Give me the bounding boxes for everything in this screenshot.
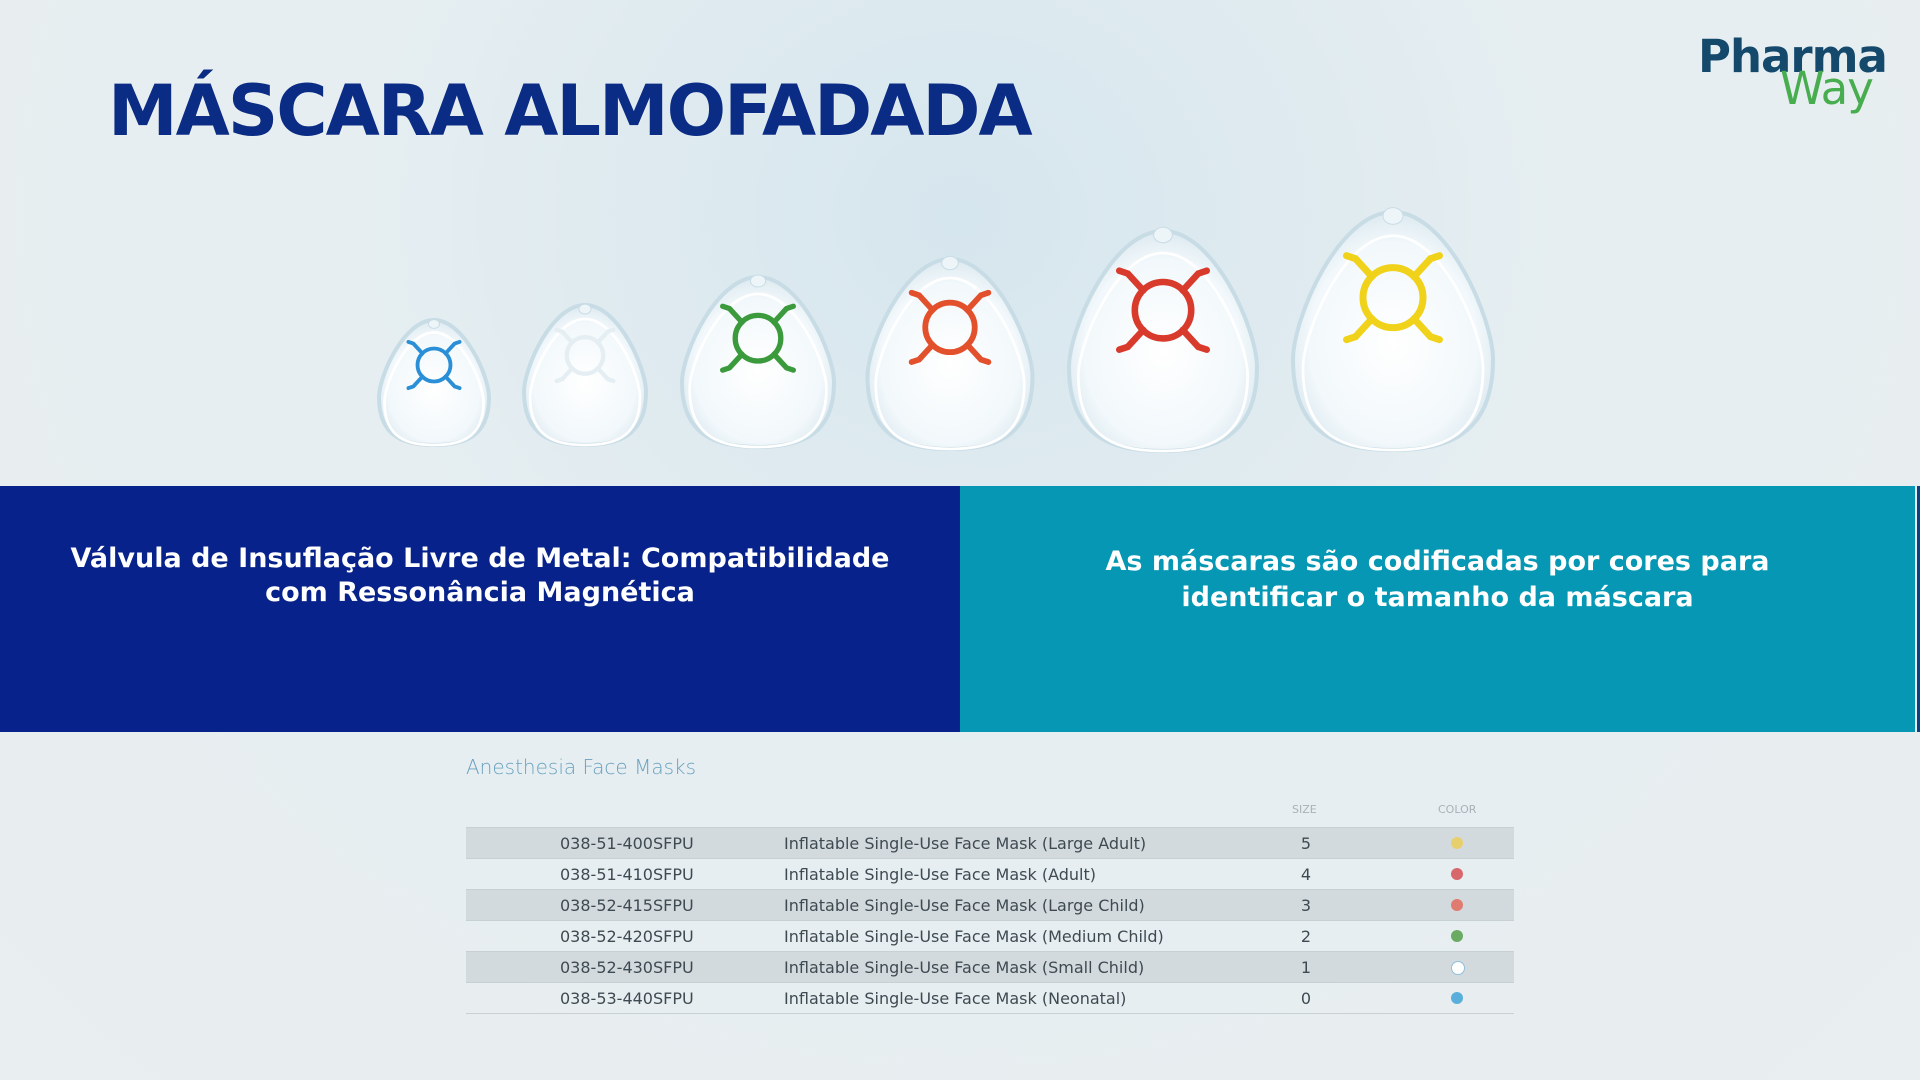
header-size: SIZE: [1292, 803, 1317, 816]
row-code: 038-52-415SFPU: [560, 896, 694, 915]
logo-line2: Way: [1780, 62, 1874, 115]
table-row: 038-52-415SFPU Inflatable Single-Use Face…: [466, 889, 1514, 920]
mask-size-0: [376, 317, 492, 448]
logo-line1: Pharma: [1698, 30, 1888, 83]
mask-size-4: [1066, 226, 1260, 454]
feature-text-color-coding: As máscaras são codificadas por cores pa…: [1105, 546, 1770, 613]
row-description: Inflatable Single-Use Face Mask (Large C…: [784, 896, 1145, 915]
row-description: Inflatable Single-Use Face Mask (Neonata…: [784, 989, 1127, 1008]
mask-size-1: [521, 302, 649, 448]
feature-panel-color-coding: As máscaras são codificadas por cores pa…: [960, 486, 1920, 732]
row-size: 3: [1300, 896, 1312, 915]
mask-size-5: [1290, 207, 1496, 453]
header-color: COLOR: [1438, 803, 1477, 816]
color-dot: [1451, 868, 1463, 880]
color-dot: [1451, 837, 1463, 849]
table-row: 038-51-400SFPU Inflatable Single-Use Face…: [466, 827, 1514, 858]
row-size: 5: [1300, 834, 1312, 853]
table-title: Anesthesia Face Masks: [466, 755, 697, 779]
feature-panel-mri: Válvula de Insuflação Livre de Metal: Co…: [0, 486, 960, 732]
table-row: 038-53-440SFPU Inflatable Single-Use Face…: [466, 982, 1514, 1014]
color-dot: [1451, 899, 1463, 911]
row-code: 038-53-440SFPU: [560, 989, 694, 1008]
color-dot: [1451, 930, 1463, 942]
row-description: Inflatable Single-Use Face Mask (Medium …: [784, 927, 1164, 946]
row-description: Inflatable Single-Use Face Mask (Small C…: [784, 958, 1145, 977]
row-size: 4: [1300, 865, 1312, 884]
row-description: Inflatable Single-Use Face Mask (Adult): [784, 865, 1097, 884]
pharmaway-logo: Pharma Way: [1690, 30, 1890, 120]
mask-size-2: [679, 274, 837, 450]
row-description: Inflatable Single-Use Face Mask (Large A…: [784, 834, 1147, 853]
row-size: 0: [1300, 989, 1312, 1008]
row-code: 038-52-420SFPU: [560, 927, 694, 946]
table-row: 038-52-420SFPU Inflatable Single-Use Face…: [466, 920, 1514, 951]
color-dot: [1451, 961, 1465, 975]
feature-text-mri: Válvula de Insuflação Livre de Metal: Co…: [70, 543, 890, 608]
table-header: SIZE COLOR: [466, 795, 1514, 827]
row-code: 038-52-430SFPU: [560, 958, 694, 977]
color-dot: [1451, 992, 1463, 1004]
mask-size-3: [865, 255, 1035, 452]
table-row: 038-52-430SFPU Inflatable Single-Use Face…: [466, 951, 1514, 982]
page-title: MÁSCARA ALMOFADADA: [108, 70, 1033, 152]
row-size: 1: [1300, 958, 1312, 977]
face-mask-table: Anesthesia Face Masks SIZE COLOR 038-51-…: [466, 755, 1514, 1014]
table-row: 038-51-410SFPU Inflatable Single-Use Face…: [466, 858, 1514, 889]
row-size: 2: [1300, 927, 1312, 946]
row-code: 038-51-410SFPU: [560, 865, 694, 884]
row-code: 038-51-400SFPU: [560, 834, 694, 853]
mask-illustration: [376, 207, 1496, 454]
